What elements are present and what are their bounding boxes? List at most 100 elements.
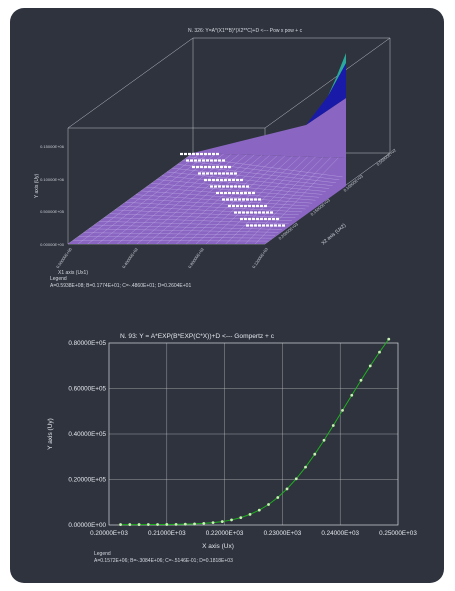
mesh-line — [117, 154, 232, 245]
data-point — [156, 523, 159, 526]
chart-title: N. 93: Y = A*EXP(B*EXP(C*X))+D <--- Gomp… — [120, 333, 275, 340]
y-tick-2: 0.10000E+06 — [40, 177, 65, 182]
x-tick-label: 0.24000E+03 — [321, 530, 359, 537]
data-point — [359, 378, 363, 382]
legend-text: A=0.1572E+06; B=-.3084E+06; C=-.5146E-01… — [94, 558, 233, 564]
x-tick-label: 0.20000E+03 — [90, 530, 128, 537]
box-edge — [67, 37, 194, 129]
y-tick-0: 0.00000E+00 — [40, 242, 65, 247]
box-edge — [264, 37, 391, 129]
series-markers — [119, 337, 391, 526]
mesh-line — [182, 160, 340, 180]
x2-axis-label: X2 axis (Ux2) — [320, 222, 347, 246]
mesh-line — [245, 157, 331, 245]
legend-text-3d: A=0.5938E+08; B=0.1774E+01; C=-.4860E+01… — [50, 283, 191, 289]
data-point — [378, 350, 381, 354]
mesh-line — [104, 217, 289, 224]
mesh-line — [215, 156, 308, 245]
x-axis: 0.20000E+03 0.21000E+03 0.22000E+03 0.23000… — [90, 530, 417, 537]
x1-tick-0: 0.00000E+00 — [55, 246, 73, 269]
data-point — [368, 364, 372, 368]
mesh-line — [125, 202, 303, 213]
y-axis-3d: 0.00000E+00 0.50000E+05 0.10000E+06 0.15… — [34, 144, 65, 247]
mesh-line — [156, 155, 262, 245]
data-point — [294, 477, 298, 481]
mesh-line — [166, 171, 330, 189]
data-point — [322, 438, 326, 442]
y-axis-label: Y axis (Uy) — [47, 418, 54, 450]
data-point — [220, 520, 224, 523]
data-point — [230, 518, 233, 522]
x-tick-label: 0.21000E+03 — [148, 530, 186, 537]
mesh-line — [130, 198, 306, 210]
mesh-line — [107, 153, 224, 245]
mesh-line — [140, 190, 313, 204]
mesh-line — [87, 153, 209, 245]
x-tick-label: 0.23000E+03 — [264, 530, 302, 537]
data-point — [257, 508, 261, 512]
data-point — [350, 393, 354, 397]
y-tick-label: 0.80000E+05 — [68, 340, 106, 347]
surface-peak — [306, 63, 346, 125]
data-point — [193, 522, 196, 526]
data-point — [183, 522, 187, 526]
x2-tick-3: 0.50000E+02 — [375, 147, 397, 167]
line-chart: 0.20000E+03 0.21000E+03 0.22000E+03 0.23000… — [47, 333, 417, 564]
data-point — [276, 496, 280, 499]
data-point — [248, 512, 252, 516]
mesh-line — [255, 157, 339, 245]
mesh-line — [146, 154, 255, 245]
x-tick-label: 0.22000E+03 — [206, 530, 244, 537]
mesh-line — [94, 224, 282, 230]
legend-title-3d: Legend — [50, 276, 67, 282]
mesh-line — [166, 155, 270, 245]
data-point — [137, 523, 141, 526]
data-point — [267, 503, 270, 506]
mesh-line — [88, 228, 279, 233]
mesh-line — [225, 156, 316, 245]
data-point — [313, 452, 317, 456]
mesh-line — [73, 240, 269, 242]
data-point — [239, 516, 243, 520]
surface — [68, 53, 346, 245]
series-line — [120, 338, 390, 526]
chart-title-3d: N. 326: Y=A*(X1**B)*(X2**C)+D <--- Pow x… — [188, 28, 303, 34]
data-point — [119, 523, 122, 526]
y-axis: 0.00000E+00 0.20000E+05 0.40000E+05 0.60000… — [68, 340, 106, 529]
x1-axis-label: X1 axis (Ux1) — [58, 270, 88, 276]
y-tick-3: 0.15000E+06 — [40, 144, 65, 149]
data-point — [331, 424, 335, 427]
x1-tick-2: 0.80000E+02 — [187, 246, 205, 269]
grid — [109, 343, 398, 525]
y-tick-label: 0.60000E+05 — [68, 386, 106, 393]
mesh-line — [83, 232, 276, 236]
mesh-line — [78, 236, 272, 239]
chart-canvas: 0.00000E+00 0.50000E+05 0.10000E+06 0.15… — [34, 28, 417, 564]
data-point — [304, 465, 307, 469]
x-axis-label: X axis (Ux) — [202, 543, 234, 550]
y-tick-label: 0.40000E+05 — [68, 431, 106, 438]
mesh-line — [97, 153, 217, 245]
x1-tick-1: 0.40000E+02 — [121, 246, 139, 269]
legend-title: Legend — [94, 551, 111, 557]
y-tick-label: 0.20000E+05 — [68, 477, 106, 484]
surface-rise — [193, 98, 346, 158]
data-point — [285, 487, 289, 491]
mesh-line — [136, 154, 247, 245]
x1-tick-3: 0.12000E+03 — [251, 246, 269, 269]
data-point — [202, 522, 206, 525]
x1-axis: 0.00000E+00 0.40000E+02 0.80000E+02 0.12… — [55, 246, 269, 276]
y-tick-label: 0.00000E+00 — [68, 522, 106, 529]
data-points-3d — [180, 152, 286, 227]
data-point — [387, 337, 391, 341]
y-axis-label-3d: Y axis (Uy) — [34, 173, 40, 198]
mesh-line — [114, 209, 296, 218]
mesh-line — [187, 156, 343, 178]
data-point — [128, 523, 132, 526]
mesh-line — [77, 153, 201, 245]
data-point — [146, 523, 150, 526]
data-point — [174, 522, 178, 526]
mesh-line — [151, 183, 320, 198]
data-point — [211, 521, 215, 525]
y-tick-1: 0.50000E+05 — [40, 209, 65, 214]
